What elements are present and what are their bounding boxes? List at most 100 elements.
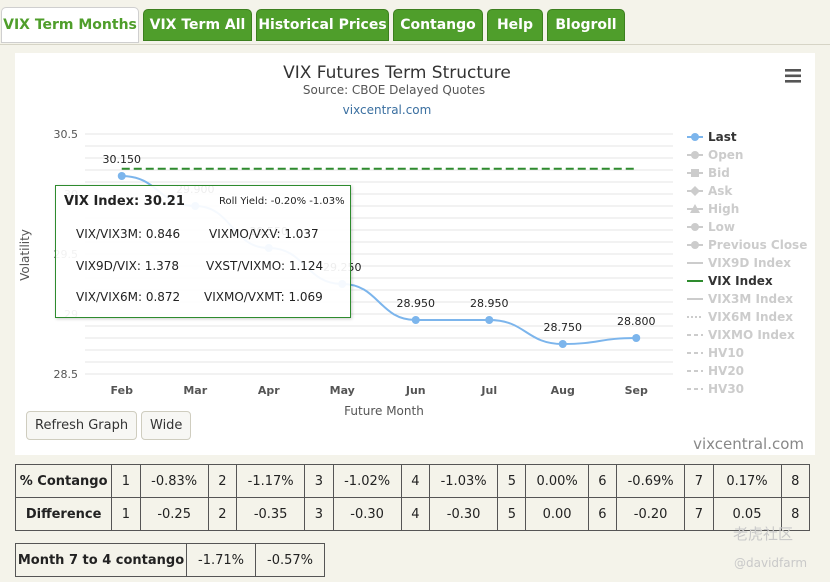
legend-label: Bid bbox=[708, 166, 730, 180]
tooltip-ratio-vixmo-vxv: VIXMO/VXV: 1.037 bbox=[209, 227, 319, 241]
month7-value-1: -1.71% bbox=[186, 543, 256, 577]
term-structure-chart: VIX Futures Term Structure Source: CBOE … bbox=[18, 63, 807, 453]
legend-item[interactable]: VIX6M Index bbox=[687, 310, 793, 324]
legend-item[interactable]: VIX9D Index bbox=[687, 256, 791, 270]
legend-item[interactable]: Low bbox=[687, 220, 735, 234]
watermark-handle: @davidfarm bbox=[734, 556, 808, 570]
data-point-last bbox=[117, 172, 126, 180]
legend-label: HV20 bbox=[708, 364, 744, 378]
legend-symbol-dot bbox=[691, 151, 699, 159]
month7-contango-table: Month 7 to 4 contango -1.71% -0.57% bbox=[15, 543, 325, 577]
table-cell: -0.35 bbox=[236, 497, 306, 531]
y-tick-label: 28.5 bbox=[54, 368, 79, 381]
legend-item[interactable]: HV10 bbox=[687, 346, 744, 360]
month-number-cell: 1 bbox=[111, 464, 141, 498]
tab-bar: VIX Term Months VIX Term All Historical … bbox=[0, 0, 830, 45]
data-point-last bbox=[485, 316, 494, 324]
table-cell: -0.69% bbox=[616, 464, 686, 498]
data-point-last bbox=[558, 340, 567, 348]
legend-item[interactable]: Previous Close bbox=[687, 238, 807, 252]
tab-contango[interactable]: Contango bbox=[393, 9, 483, 41]
table-cell: 0.17% bbox=[712, 464, 782, 498]
legend-item[interactable]: Last bbox=[687, 130, 737, 144]
row-label: % Contango bbox=[14, 464, 113, 498]
x-tick-label: Jul bbox=[480, 384, 497, 397]
legend-label: Low bbox=[708, 220, 735, 234]
legend-item[interactable]: HV20 bbox=[687, 364, 744, 378]
tooltip-ratio-vix-vix3m: VIX/VIX3M: 0.846 bbox=[76, 227, 181, 241]
month7-value-2: -0.57% bbox=[255, 543, 325, 577]
month-number-cell: 7 bbox=[684, 464, 714, 498]
legend-item[interactable]: Ask bbox=[687, 184, 733, 198]
month-number-cell: 1 bbox=[111, 497, 141, 531]
legend-label: Open bbox=[708, 148, 743, 162]
table-cell: 0.00% bbox=[525, 464, 589, 498]
chart-credit-top[interactable]: vixcentral.com bbox=[343, 103, 432, 117]
tooltip-ratio-vxst-vixmo: VXST/VIXMO: 1.124 bbox=[206, 259, 324, 273]
tab-help[interactable]: Help bbox=[487, 9, 543, 41]
tab-historical-prices[interactable]: Historical Prices bbox=[256, 9, 389, 41]
watermark-text: 老虎社区 bbox=[733, 525, 794, 543]
month-number-cell: 8 bbox=[780, 464, 811, 498]
month-number-cell: 5 bbox=[497, 464, 527, 498]
data-label-last: 28.950 bbox=[397, 297, 436, 310]
month-number-cell: 3 bbox=[304, 497, 334, 531]
data-label-last: 28.750 bbox=[544, 321, 583, 334]
table-cell: 0.00 bbox=[525, 497, 589, 531]
table-cell: -0.25 bbox=[139, 497, 209, 531]
legend-item[interactable]: VIX Index bbox=[687, 274, 773, 288]
table-cell: -0.83% bbox=[139, 464, 209, 498]
table-row: Difference 1 -0.25 2 -0.35 3 -0.30 4 -0.30 5 0.00… bbox=[14, 497, 811, 531]
menu-icon[interactable] bbox=[785, 69, 801, 83]
table-cell: -1.02% bbox=[332, 464, 402, 498]
legend-label: VIX9D Index bbox=[708, 256, 791, 270]
tooltip-ratio-vix9d-vix: VIX9D/VIX: 1.378 bbox=[76, 259, 180, 273]
wide-button[interactable]: Wide bbox=[141, 411, 192, 440]
legend-label: HV10 bbox=[708, 346, 744, 360]
legend-label: Ask bbox=[708, 184, 733, 198]
x-tick-label: May bbox=[330, 384, 355, 397]
month-number-cell: 8 bbox=[780, 497, 811, 531]
month-number-cell: 4 bbox=[400, 497, 431, 531]
legend-item[interactable]: VIX3M Index bbox=[687, 292, 793, 306]
tooltip-ratio-vix-vix6m: VIX/VIX6M: 0.872 bbox=[76, 290, 181, 304]
month-number-cell: 6 bbox=[587, 464, 618, 498]
data-label-last: 28.950 bbox=[470, 297, 509, 310]
x-tick-label: Feb bbox=[111, 384, 134, 397]
legend-symbol-dot bbox=[691, 223, 699, 231]
legend-symbol-diamond bbox=[690, 186, 700, 196]
legend-label: HV30 bbox=[708, 382, 744, 396]
contango-table: % Contango 1 -0.83% 2 -1.17% 3 -1.02% 4 -1.03% 5… bbox=[14, 464, 811, 531]
tab-blogroll[interactable]: Blogroll bbox=[547, 9, 625, 41]
tab-vix-term-months[interactable]: VIX Term Months bbox=[1, 7, 139, 43]
table-cell: 0.05 bbox=[712, 497, 782, 531]
table-cell: -0.20 bbox=[616, 497, 686, 531]
month-number-cell: 2 bbox=[207, 464, 238, 498]
legend-item[interactable]: HV30 bbox=[687, 382, 744, 396]
table-row: % Contango 1 -0.83% 2 -1.17% 3 -1.02% 4 -1.03% 5… bbox=[14, 464, 811, 498]
x-tick-label: Sep bbox=[625, 384, 648, 397]
y-axis-label: Volatility bbox=[18, 229, 32, 281]
data-label-last: 28.800 bbox=[617, 315, 656, 328]
chart-title: VIX Futures Term Structure bbox=[283, 63, 511, 83]
table-cell: -1.03% bbox=[428, 464, 499, 498]
x-tick-label: Jun bbox=[405, 384, 426, 397]
table-row: Month 7 to 4 contango -1.71% -0.57% bbox=[15, 543, 325, 577]
legend-item[interactable]: VIXMO Index bbox=[687, 328, 795, 342]
chart-credit-bottom[interactable]: vixcentral.com bbox=[693, 435, 804, 453]
legend-item[interactable]: High bbox=[687, 202, 739, 216]
table-cell: -0.30 bbox=[332, 497, 402, 531]
refresh-graph-button[interactable]: Refresh Graph bbox=[26, 411, 138, 440]
legend-label: Previous Close bbox=[708, 238, 807, 252]
legend-item[interactable]: Open bbox=[687, 148, 743, 162]
month-number-cell: 2 bbox=[207, 497, 238, 531]
y-tick-label: 30.5 bbox=[54, 128, 79, 141]
legend-symbol-dot bbox=[691, 241, 699, 249]
legend-label: VIX Index bbox=[708, 274, 773, 288]
tab-vix-term-all[interactable]: VIX Term All bbox=[143, 9, 252, 41]
table-cell: -0.30 bbox=[428, 497, 499, 531]
legend-item[interactable]: Bid bbox=[687, 166, 730, 180]
month-number-cell: 7 bbox=[684, 497, 714, 531]
data-point-last bbox=[411, 316, 420, 324]
legend-symbol-triangle bbox=[690, 204, 700, 213]
